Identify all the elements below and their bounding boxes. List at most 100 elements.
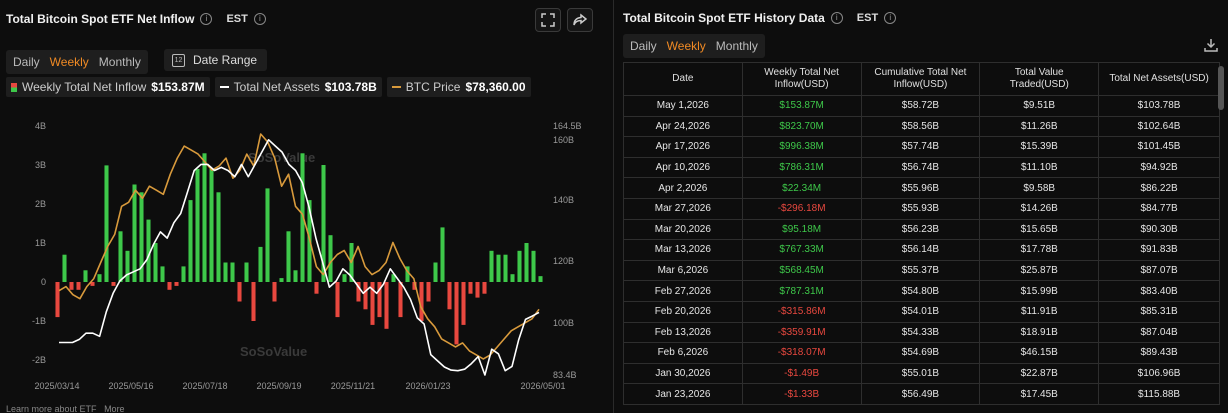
inflow-bar [90, 282, 95, 286]
table-row[interactable]: Mar 20,2026 $95.18M $56.23B $15.65B $90.30B [623, 218, 1220, 241]
column-header[interactable]: Date [623, 62, 743, 96]
table-cell: $18.91B [979, 321, 1100, 344]
table-row[interactable]: Apr 17,2026 $996.38M $57.74B $15.39B $101.45… [623, 136, 1220, 158]
y-left-tick-label: 3B [35, 160, 46, 170]
table-cell: $102.64B [1098, 115, 1220, 138]
legend-value: $103.78B [324, 80, 377, 94]
table-cell: -$315.86M [741, 300, 862, 323]
inflow-bar [496, 254, 501, 282]
y-left-tick-label: -2B [32, 355, 46, 365]
inflow-bar [293, 270, 298, 282]
table-cell: $787.31M [741, 280, 862, 302]
table-row[interactable]: May 1,2026 $153.87M $58.72B $9.51B $103.78B [623, 95, 1220, 117]
table-cell: $15.65B [979, 218, 1100, 241]
footer-link-text[interactable]: Learn more about ETF [6, 404, 97, 413]
history-table: Date Weekly Total Net Inflow(USD) Cumula… [623, 62, 1220, 405]
table-cell: $58.72B [860, 95, 981, 117]
table-row[interactable]: Mar 27,2026 -$296.18M $55.93B $14.26B $84.77… [623, 197, 1220, 220]
inflow-bar [489, 250, 494, 282]
table-cell: $58.56B [860, 115, 981, 138]
btc-price-line [58, 133, 540, 360]
footer-link[interactable]: Learn more about ETF More [6, 404, 125, 413]
inflow-bar [342, 274, 347, 282]
legend-item-net-inflow[interactable]: Weekly Total Net Inflow $153.87M [6, 77, 210, 97]
legend-item-btc-price[interactable]: BTC Price $78,360.00 [386, 77, 531, 97]
table-row[interactable]: Apr 24,2026 $823.70M $58.56B $11.26B $102.64… [623, 115, 1220, 138]
info-icon[interactable]: i [200, 13, 213, 25]
tab-daily[interactable]: Daily [13, 55, 40, 69]
legend-label: BTC Price [405, 80, 461, 94]
table-cell: $56.23B [860, 218, 981, 241]
inflow-bar [139, 192, 144, 282]
table-cell: Feb 6,2026 [623, 342, 743, 364]
inflow-bar [538, 276, 543, 282]
table-cell: $54.80B [860, 280, 981, 302]
x-tick-label: 2026/01/23 [405, 381, 450, 391]
table-row[interactable]: Feb 6,2026 -$318.07M $54.69B $46.15B $89.43B [623, 342, 1220, 364]
table-cell: $94.92B [1098, 156, 1220, 179]
table-cell: $996.38M [741, 136, 862, 158]
table-cell: $22.34M [741, 177, 862, 199]
x-tick-label: 2026/05/01 [520, 381, 565, 391]
table-row[interactable]: Apr 2,2026 $22.34M $55.96B $9.58B $86.22B [623, 177, 1220, 199]
download-icon[interactable] [1204, 38, 1218, 52]
inflow-bar [356, 282, 361, 302]
table-cell: $84.77B [1098, 197, 1220, 220]
share-icon[interactable] [567, 8, 593, 32]
info-icon[interactable]: i [884, 12, 897, 24]
info-icon[interactable]: i [253, 13, 266, 25]
table-row[interactable]: Feb 20,2026 -$315.86M $54.01B $11.91B $85.31… [623, 300, 1220, 323]
tab-monthly[interactable]: Monthly [715, 39, 758, 53]
table-row[interactable]: Mar 13,2026 $767.33M $56.14B $17.78B $91.83B [623, 239, 1220, 261]
inflow-bar [468, 282, 473, 294]
info-icon[interactable]: i [830, 12, 843, 24]
table-cell: $823.70M [741, 115, 862, 138]
table-row[interactable]: Feb 13,2026 -$359.91M $54.33B $18.91B $87.04… [623, 321, 1220, 344]
y-right-tick-label: 164.5B [553, 121, 582, 131]
date-range-label: Date Range [193, 53, 258, 67]
inflow-bar [440, 227, 445, 282]
legend-value: $78,360.00 [465, 80, 526, 94]
column-header[interactable]: Total Value Traded(USD) [979, 62, 1100, 96]
x-tick-label: 2025/11/21 [331, 381, 375, 391]
line-legend-icon [219, 86, 229, 88]
net-inflow-chart[interactable]: SoSoValue SoSoValue 4B 3B 2B 1B 0 -1B -2B 164.5B 1… [0, 110, 612, 400]
table-cell: -$296.18M [741, 197, 862, 220]
table-cell: Feb 20,2026 [623, 300, 743, 323]
legend: Weekly Total Net Inflow $153.87M Total N… [6, 77, 531, 97]
table-row[interactable]: Jan 30,2026 -$1.49B $55.01B $22.87B $106.96B [623, 362, 1220, 385]
y-left-tick-label: 2B [35, 199, 46, 209]
column-header[interactable]: Total Net Assets(USD) [1098, 62, 1220, 96]
tab-weekly[interactable]: Weekly [49, 55, 89, 69]
fullscreen-icon[interactable] [535, 8, 561, 32]
footer-more-link[interactable]: More [104, 404, 125, 413]
inflow-bar [531, 250, 536, 282]
history-title-row: Total Bitcoin Spot ETF History Data i ES… [623, 11, 897, 25]
table-cell: $54.33B [860, 321, 981, 344]
inflow-bar [160, 266, 165, 282]
legend-item-net-assets[interactable]: Total Net Assets $103.78B [214, 77, 382, 97]
inflow-bar [76, 282, 81, 290]
table-row[interactable]: Apr 10,2026 $786.31M $56.74B $11.10B $94.92B [623, 156, 1220, 179]
table-cell: $57.74B [860, 136, 981, 158]
inflow-bar [97, 274, 102, 282]
inflow-bar [181, 266, 186, 282]
table-scrollbar[interactable] [1218, 66, 1224, 110]
table-row[interactable]: Mar 6,2026 $568.45M $55.37B $25.87B $87.07B [623, 259, 1220, 282]
column-header[interactable]: Weekly Total Net Inflow(USD) [741, 62, 862, 96]
date-range-button[interactable]: 12 Date Range [164, 49, 268, 71]
y-right-tick-label: 160B [553, 135, 574, 145]
column-header[interactable]: Cumulative Total Net Inflow(USD) [860, 62, 981, 96]
inflow-bar [370, 282, 375, 325]
tab-weekly[interactable]: Weekly [666, 39, 706, 53]
table-row[interactable]: Feb 27,2026 $787.31M $54.80B $15.99B $83.40B [623, 280, 1220, 302]
inflow-bar [524, 243, 529, 282]
inflow-bar [433, 262, 438, 282]
inflow-bar [251, 282, 256, 321]
tab-monthly[interactable]: Monthly [98, 55, 141, 69]
tab-daily[interactable]: Daily [630, 39, 657, 53]
table-cell: $55.96B [860, 177, 981, 199]
table-row[interactable]: Jan 23,2026 -$1.33B $56.49B $17.45B $115.88B [623, 383, 1220, 405]
x-tick-label: 2025/03/14 [34, 381, 79, 391]
inflow-bar [188, 200, 193, 282]
